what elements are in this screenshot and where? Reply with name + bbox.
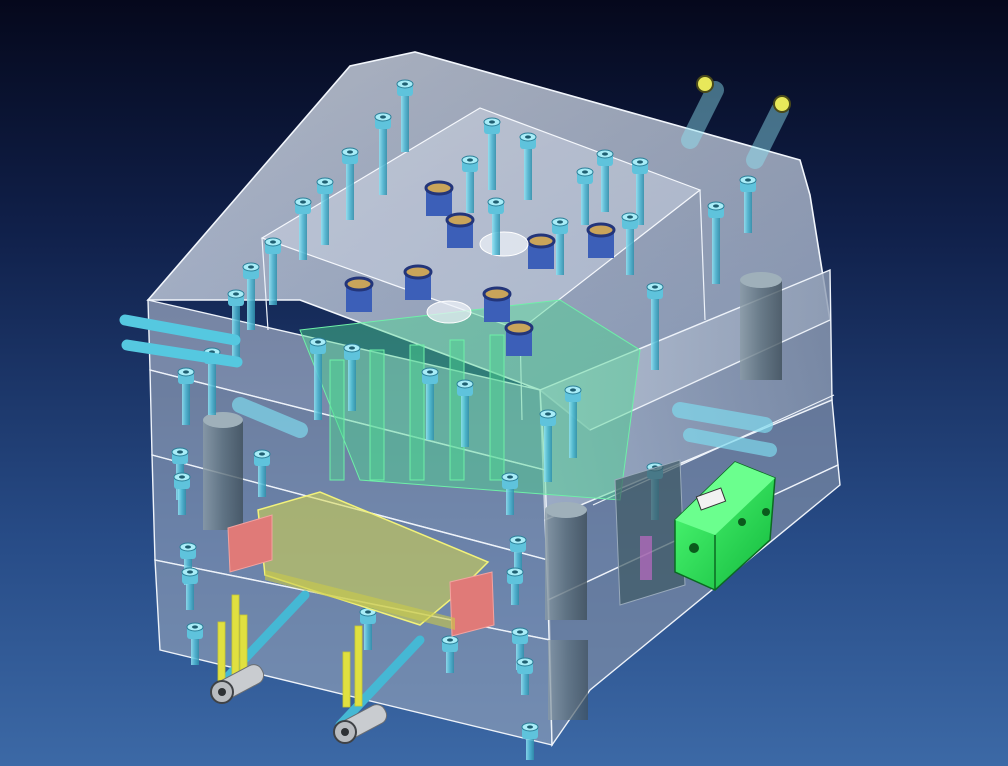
socket-head-screw bbox=[483, 117, 501, 190]
sprue-boss bbox=[479, 231, 529, 257]
coolant-channels bbox=[299, 299, 641, 501]
cavity-insert bbox=[504, 320, 534, 356]
socket-head-screw bbox=[461, 155, 479, 213]
socket-head-screw bbox=[253, 449, 271, 497]
cooling-line bbox=[119, 314, 241, 346]
sprue-boss bbox=[426, 300, 472, 324]
slide-assembly bbox=[614, 459, 776, 606]
socket-head-screws bbox=[171, 79, 757, 760]
socket-head-screw bbox=[511, 627, 529, 670]
socket-head-screw bbox=[421, 367, 439, 440]
socket-head-screw bbox=[227, 289, 245, 362]
locating-block[interactable] bbox=[449, 571, 495, 637]
fitting bbox=[333, 704, 388, 744]
socket-head-screw bbox=[264, 237, 282, 305]
socket-head-screw bbox=[739, 175, 757, 233]
cooling-line bbox=[683, 428, 777, 457]
slide-housing bbox=[614, 459, 686, 606]
socket-head-screw bbox=[309, 337, 327, 420]
cooling-line bbox=[232, 397, 308, 438]
socket-head-screw bbox=[316, 177, 334, 245]
cooling-line bbox=[672, 402, 773, 433]
socket-head-screw bbox=[242, 262, 260, 330]
socket-head-screw bbox=[509, 535, 527, 578]
cavity-inserts bbox=[344, 180, 616, 356]
socket-head-screw bbox=[539, 409, 557, 482]
socket-head-screw bbox=[343, 343, 361, 411]
guide-pin bbox=[231, 594, 240, 676]
locating-block[interactable] bbox=[227, 514, 273, 573]
socket-head-screw bbox=[294, 197, 312, 260]
cavity-insert bbox=[424, 180, 454, 216]
socket-head-screw bbox=[186, 622, 204, 665]
socket-head-screw bbox=[173, 472, 191, 515]
socket-head-screw bbox=[521, 722, 539, 760]
cooling-line bbox=[746, 101, 789, 169]
fitting bbox=[696, 75, 791, 113]
core-post bbox=[203, 420, 243, 530]
socket-head-screw bbox=[516, 657, 534, 695]
socket-head-screw bbox=[181, 567, 199, 610]
socket-head-screw bbox=[621, 212, 639, 275]
guide-pin bbox=[217, 621, 226, 683]
socket-head-screw bbox=[177, 367, 195, 425]
socket-head-screw bbox=[519, 132, 537, 200]
socket-head-screw bbox=[456, 379, 474, 447]
cavity-insert bbox=[526, 233, 556, 269]
core-posts bbox=[203, 272, 782, 720]
socket-head-screw bbox=[506, 567, 524, 605]
cooling-lines bbox=[119, 81, 789, 730]
cooling-line bbox=[121, 339, 243, 368]
socket-head-screw bbox=[564, 385, 582, 458]
socket-head-screw bbox=[396, 79, 414, 152]
guide-pin bbox=[342, 651, 351, 708]
socket-head-screw bbox=[576, 167, 594, 225]
cavity-insert bbox=[586, 222, 616, 258]
cooling-line bbox=[335, 635, 425, 730]
slide-latch bbox=[695, 487, 727, 511]
socket-head-screw bbox=[631, 157, 649, 225]
socket-head-screw bbox=[707, 201, 725, 284]
cavity-insert bbox=[445, 212, 475, 248]
ejector-assembly bbox=[227, 491, 495, 637]
socket-head-screw bbox=[596, 149, 614, 212]
socket-head-screw bbox=[646, 282, 664, 370]
fitting bbox=[210, 664, 265, 704]
socket-head-screw bbox=[441, 635, 459, 673]
socket-head-screw bbox=[341, 147, 359, 220]
core-post bbox=[548, 640, 588, 720]
cavity-insert bbox=[403, 264, 433, 300]
guide-pins bbox=[217, 594, 363, 708]
cavity-insert bbox=[482, 286, 512, 322]
socket-head-screw bbox=[551, 217, 569, 275]
socket-head-screw bbox=[374, 112, 392, 195]
socket-head-screw bbox=[487, 197, 505, 255]
socket-head-screw bbox=[501, 472, 519, 515]
cooling-line bbox=[681, 81, 724, 149]
core-post bbox=[545, 510, 587, 620]
guide-pin bbox=[354, 625, 363, 707]
hose-fittings bbox=[210, 75, 791, 744]
cavity-insert bbox=[344, 276, 374, 312]
core-post bbox=[740, 280, 782, 380]
